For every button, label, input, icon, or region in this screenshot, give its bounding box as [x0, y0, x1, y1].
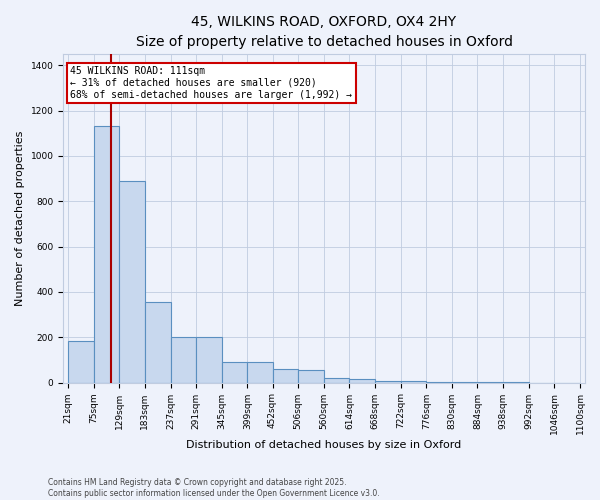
- Bar: [119, 181, 145, 382]
- Bar: [349, 378, 375, 382]
- Bar: [324, 378, 349, 382]
- Text: Contains HM Land Registry data © Crown copyright and database right 2025.
Contai: Contains HM Land Registry data © Crown c…: [48, 478, 380, 498]
- Text: 45 WILKINS ROAD: 111sqm
← 31% of detached houses are smaller (920)
68% of semi-d: 45 WILKINS ROAD: 111sqm ← 31% of detache…: [70, 66, 352, 100]
- Y-axis label: Number of detached properties: Number of detached properties: [15, 130, 25, 306]
- Bar: [170, 338, 196, 382]
- Bar: [68, 340, 94, 382]
- Title: 45, WILKINS ROAD, OXFORD, OX4 2HY
Size of property relative to detached houses i: 45, WILKINS ROAD, OXFORD, OX4 2HY Size o…: [136, 15, 512, 48]
- Bar: [145, 302, 170, 382]
- Bar: [272, 369, 298, 382]
- Bar: [94, 126, 119, 382]
- Bar: [247, 362, 272, 382]
- Bar: [401, 381, 426, 382]
- X-axis label: Distribution of detached houses by size in Oxford: Distribution of detached houses by size …: [187, 440, 461, 450]
- Bar: [222, 362, 247, 382]
- Bar: [196, 338, 222, 382]
- Bar: [298, 370, 324, 382]
- Bar: [375, 381, 401, 382]
